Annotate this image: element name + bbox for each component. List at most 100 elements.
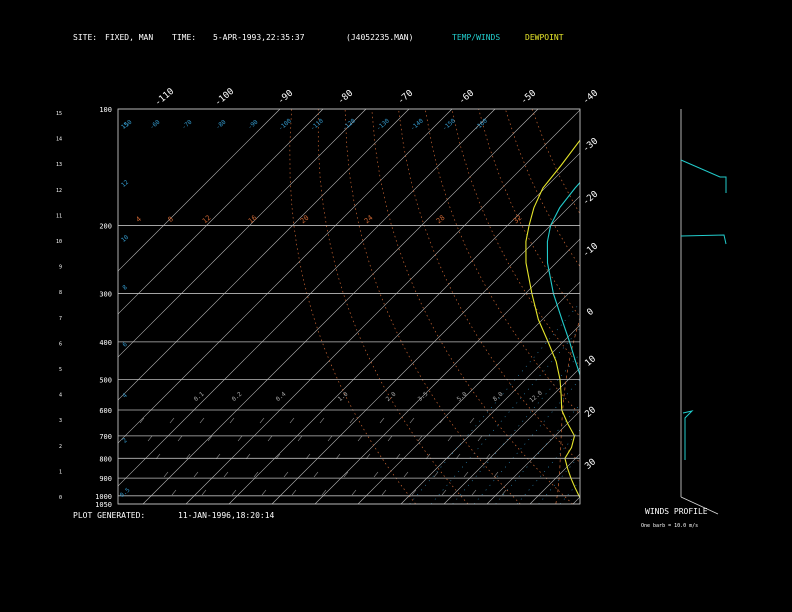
height-tick-label: 3 bbox=[59, 418, 62, 424]
mixing-ratio-tick bbox=[441, 489, 447, 496]
height-km-label: 2 bbox=[121, 437, 129, 445]
theta-label: 16 bbox=[247, 214, 259, 226]
isotherm-line bbox=[228, 152, 580, 504]
mixing-ratio-tick bbox=[199, 417, 205, 424]
height-tick-label: 1 bbox=[59, 469, 62, 475]
mixing-ratio-tick bbox=[321, 489, 327, 496]
height-tick-label: 15 bbox=[56, 111, 62, 117]
plot-generated-label: PLOT GENERATED: bbox=[73, 511, 146, 520]
mixing-ratio-mid-label: 0.1 bbox=[193, 390, 206, 403]
height-km-label: 10 bbox=[120, 234, 130, 244]
mixing-ratio-tick bbox=[381, 489, 387, 496]
mixing-ratio-tick bbox=[439, 417, 445, 424]
theta-label: 28 bbox=[435, 214, 447, 226]
mixing-ratio-top-label: -150 bbox=[441, 117, 457, 132]
mixing-ratio-tick bbox=[379, 417, 385, 424]
mixing-ratio-tick bbox=[351, 489, 357, 496]
mixing-ratio-tick bbox=[349, 417, 355, 424]
temp-tick-right: 10 bbox=[583, 354, 598, 369]
mixing-ratio-tick bbox=[409, 417, 415, 424]
mixing-ratio-tick bbox=[261, 489, 267, 496]
mixing-ratio-tick bbox=[163, 471, 169, 478]
height-km-label: 6 bbox=[121, 341, 129, 349]
mixing-ratio-top-label: -110 bbox=[309, 117, 325, 132]
legend-temp: TEMP/WINDS bbox=[452, 33, 501, 42]
isotherm-line bbox=[142, 109, 539, 504]
mixing-ratio-line bbox=[582, 109, 792, 504]
plot-frame bbox=[117, 108, 581, 505]
mixing-ratio-top-label: -60 bbox=[149, 118, 162, 131]
mixing-ratio-tick bbox=[289, 417, 295, 424]
mixing-ratio-line bbox=[495, 403, 580, 504]
mixing-ratio-tick bbox=[357, 435, 363, 442]
time-value: 5-APR-1993,22:35:37 bbox=[213, 33, 305, 42]
height-tick-label: 13 bbox=[56, 162, 62, 168]
mixing-ratio-tick bbox=[343, 471, 349, 478]
dry-adiabat-line bbox=[344, 109, 521, 504]
temp-tick-top: -80 bbox=[336, 88, 355, 106]
mixing-ratio-tick bbox=[147, 435, 153, 442]
pressure-tick-label: 800 bbox=[99, 455, 112, 463]
mixing-ratio-tick bbox=[193, 471, 199, 478]
mixing-ratio-mid-label: 3.5 bbox=[417, 390, 430, 403]
mixing-ratio-tick bbox=[411, 489, 417, 496]
mixing-ratio-tick bbox=[207, 435, 213, 442]
isotherm-line bbox=[357, 281, 580, 504]
height-km-label: 12 bbox=[120, 179, 130, 189]
mixing-ratio-line bbox=[409, 302, 580, 504]
mixing-ratio-tick bbox=[501, 489, 507, 496]
moist-adiabat-line bbox=[555, 317, 580, 504]
site-label: SITE: bbox=[73, 33, 98, 42]
temp-tick-right: 0 bbox=[585, 307, 596, 318]
wind-barb bbox=[680, 159, 727, 193]
theta-label: 20 bbox=[299, 214, 311, 226]
isotherm-line bbox=[616, 109, 792, 504]
isotherm-line bbox=[572, 496, 580, 504]
plot-area bbox=[118, 109, 792, 504]
dry-adiabat-line bbox=[504, 109, 580, 268]
isotherm-line bbox=[702, 109, 792, 504]
temp-tick-top: -40 bbox=[581, 88, 600, 106]
winds-profile-title: WINDS PROFILE bbox=[645, 507, 708, 516]
pressure-tick-label: 700 bbox=[99, 433, 112, 441]
mixing-ratio-tick bbox=[493, 471, 499, 478]
mixing-ratio-tick bbox=[139, 417, 145, 424]
mixing-ratio-tick bbox=[253, 471, 259, 478]
mixing-ratio-tick bbox=[177, 435, 183, 442]
mixing-ratio-tick bbox=[283, 471, 289, 478]
dry-adiabat-line bbox=[398, 109, 580, 464]
mixing-ratio-top-label: -160 bbox=[473, 117, 489, 132]
moist-adiabat-line bbox=[582, 294, 615, 504]
isotherm-line bbox=[118, 109, 453, 444]
mixing-ratio-line bbox=[559, 480, 580, 504]
dry-adiabat-line bbox=[317, 109, 469, 504]
mixing-ratio-top-label: -90 bbox=[247, 118, 260, 131]
temp-tick-top: -100 bbox=[213, 87, 236, 109]
mixing-ratio-top-label: -130 bbox=[375, 117, 391, 132]
height-tick-label: 10 bbox=[56, 239, 62, 245]
mixing-ratio-tick bbox=[223, 471, 229, 478]
mixing-ratio-tick bbox=[319, 417, 325, 424]
mixing-ratio-tick bbox=[447, 435, 453, 442]
wind-barb bbox=[680, 234, 727, 245]
mixing-ratio-tick bbox=[297, 435, 303, 442]
mixing-ratio-tick bbox=[373, 471, 379, 478]
mixing-ratio-tick bbox=[201, 489, 207, 496]
temp-tick-right: 30 bbox=[583, 457, 598, 472]
temp-tick-right: -30 bbox=[581, 136, 600, 154]
height-tick-label: 8 bbox=[59, 290, 62, 296]
mixing-ratio-mid-label: 2.0 bbox=[385, 390, 398, 403]
temp-tick-right: -10 bbox=[581, 241, 600, 259]
pressure-tick-label: 600 bbox=[99, 407, 112, 415]
height-tick-label: 9 bbox=[59, 265, 62, 271]
temp-tick-top: -60 bbox=[457, 88, 476, 106]
isotherm-line bbox=[443, 367, 580, 504]
pressure-tick-label: 200 bbox=[99, 222, 112, 230]
mixing-ratio-tick bbox=[237, 435, 243, 442]
mixing-ratio-tick bbox=[171, 489, 177, 496]
winds-profile-note: One barb = 10.0 m/s bbox=[641, 523, 699, 529]
mixing-ratio-tick bbox=[327, 435, 333, 442]
mixing-ratio-tick bbox=[433, 471, 439, 478]
isotherm-line bbox=[118, 109, 410, 401]
mixing-ratio-top-label: -80 bbox=[215, 118, 228, 131]
